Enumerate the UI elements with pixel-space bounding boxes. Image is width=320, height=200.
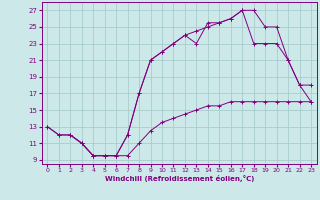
X-axis label: Windchill (Refroidissement éolien,°C): Windchill (Refroidissement éolien,°C)	[105, 175, 254, 182]
